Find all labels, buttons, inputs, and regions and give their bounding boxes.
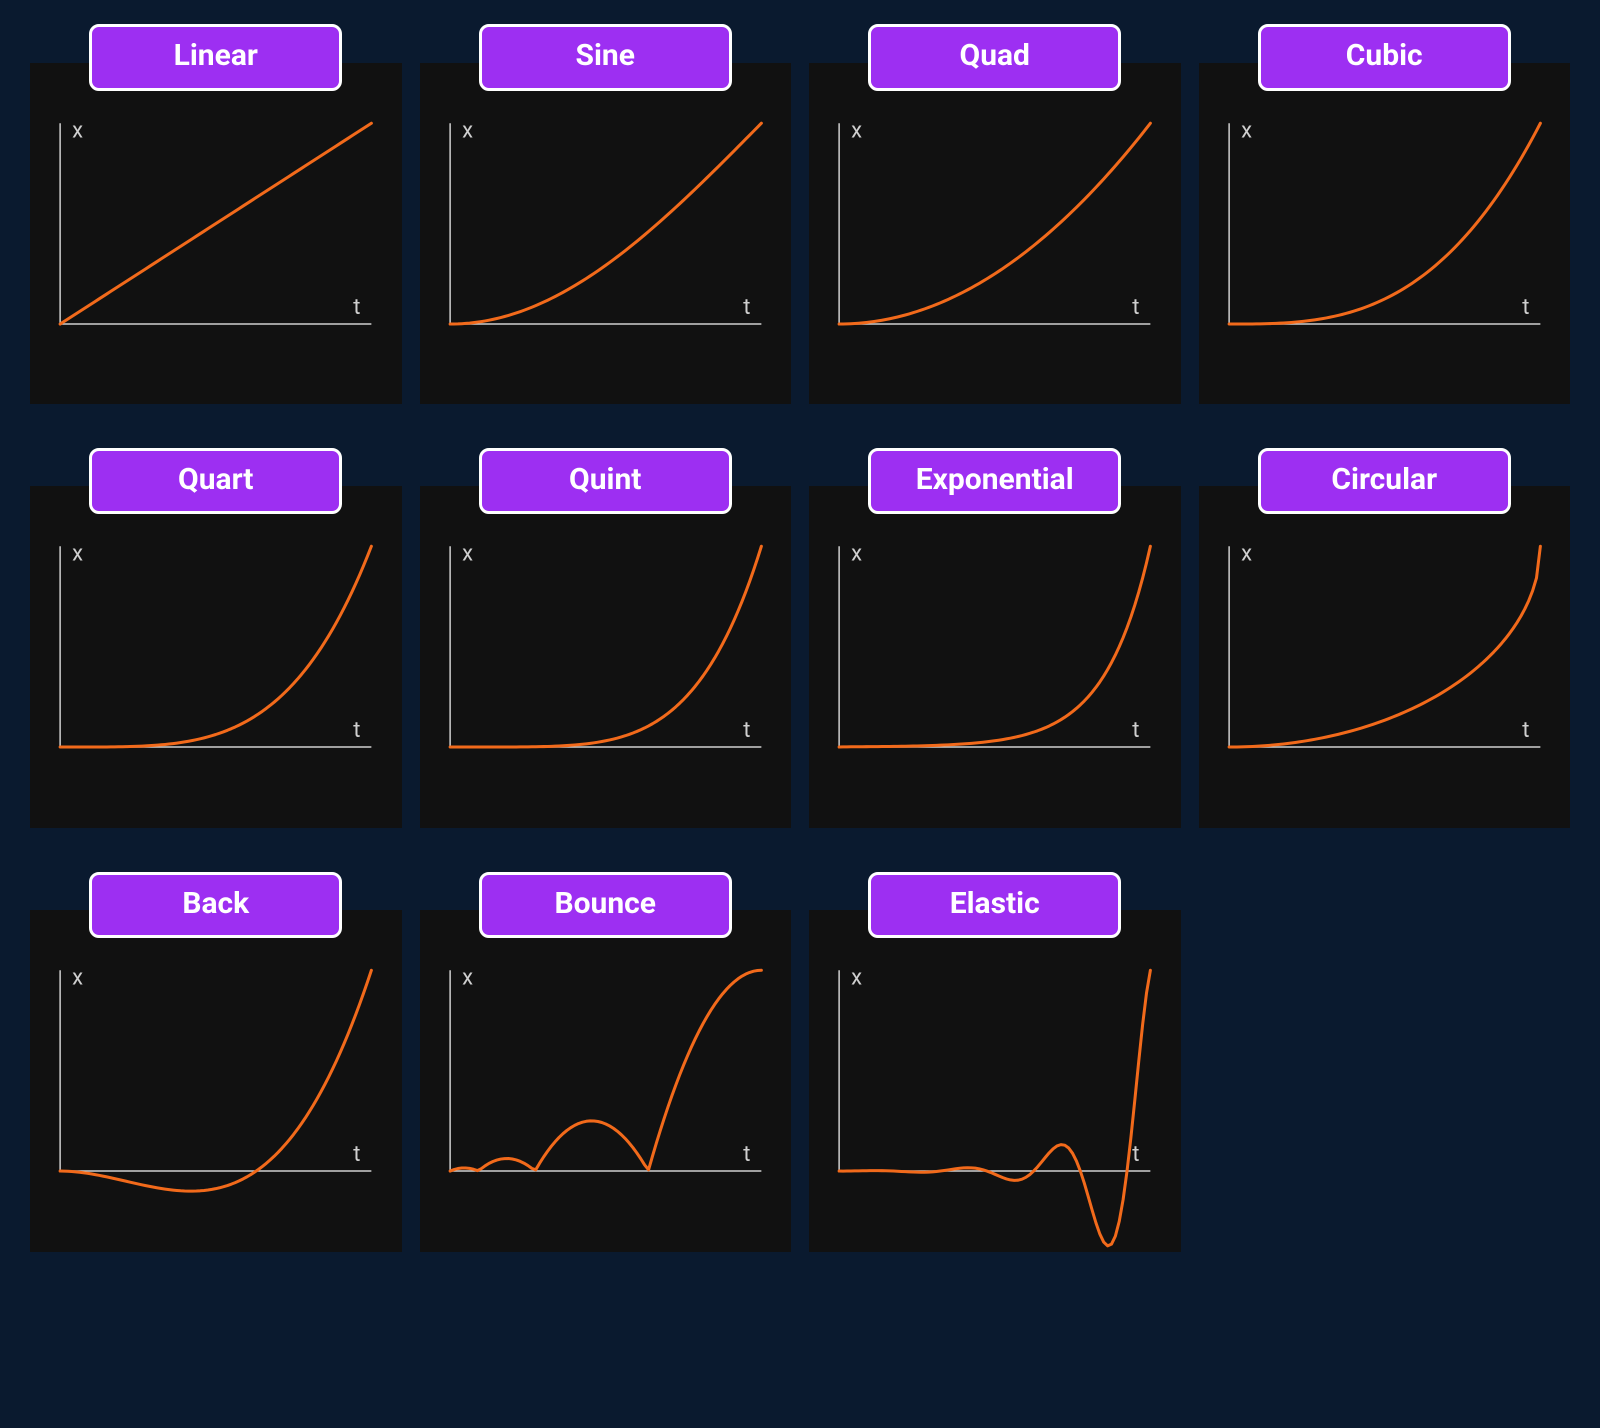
y-axis-label: x xyxy=(462,542,473,567)
easing-card-elastic: Elasticxt xyxy=(809,872,1181,1252)
back-chart: xt xyxy=(30,910,402,1251)
easing-card-circular: Circularxt xyxy=(1199,448,1571,828)
sine-button[interactable]: Sine xyxy=(479,24,732,91)
elastic-curve xyxy=(839,970,1150,1246)
y-axis-label: x xyxy=(462,966,473,991)
easing-card-cubic: Cubicxt xyxy=(1199,24,1571,404)
easing-card-linear: Linearxt xyxy=(30,24,402,404)
cubic-button[interactable]: Cubic xyxy=(1258,24,1511,91)
exponential-chart: xt xyxy=(809,486,1181,827)
back-curve xyxy=(60,970,371,1191)
x-axis-label: t xyxy=(1132,1142,1139,1167)
sine-curve xyxy=(450,123,761,324)
x-axis-label: t xyxy=(1132,718,1139,743)
quint-button[interactable]: Quint xyxy=(479,448,732,515)
linear-curve xyxy=(60,123,371,324)
circular-button[interactable]: Circular xyxy=(1258,448,1511,515)
quart-button[interactable]: Quart xyxy=(89,448,342,515)
y-axis-label: x xyxy=(72,966,83,991)
y-axis-label: x xyxy=(851,542,862,567)
bounce-button[interactable]: Bounce xyxy=(479,872,732,939)
easing-card-exponential: Exponentialxt xyxy=(809,448,1181,828)
y-axis-label: x xyxy=(72,118,83,143)
bounce-chart: xt xyxy=(420,910,792,1251)
cubic-chart: xt xyxy=(1199,63,1571,404)
linear-button[interactable]: Linear xyxy=(89,24,342,91)
easing-card-quart: Quartxt xyxy=(30,448,402,828)
x-axis-label: t xyxy=(353,718,360,743)
easing-card-quint: Quintxt xyxy=(420,448,792,828)
easing-grid: LinearxtSinextQuadxtCubicxtQuartxtQuintx… xyxy=(30,24,1570,1252)
easing-card-bounce: Bouncext xyxy=(420,872,792,1252)
y-axis-label: x xyxy=(72,542,83,567)
y-axis-label: x xyxy=(851,118,862,143)
x-axis-label: t xyxy=(1522,295,1529,320)
quart-curve xyxy=(60,547,371,748)
y-axis-label: x xyxy=(462,118,473,143)
quad-chart: xt xyxy=(809,63,1181,404)
y-axis-label: x xyxy=(1241,118,1252,143)
circular-chart: xt xyxy=(1199,486,1571,827)
exponential-button[interactable]: Exponential xyxy=(868,448,1121,515)
exponential-curve xyxy=(839,547,1150,748)
circular-curve xyxy=(1229,547,1540,748)
back-button[interactable]: Back xyxy=(89,872,342,939)
quad-curve xyxy=(839,123,1150,324)
sine-chart: xt xyxy=(420,63,792,404)
bounce-curve xyxy=(450,970,761,1171)
quint-chart: xt xyxy=(420,486,792,827)
x-axis-label: t xyxy=(743,295,750,320)
linear-chart: xt xyxy=(30,63,402,404)
x-axis-label: t xyxy=(353,1142,360,1167)
x-axis-label: t xyxy=(743,718,750,743)
x-axis-label: t xyxy=(743,1142,750,1167)
y-axis-label: x xyxy=(1241,542,1252,567)
quint-curve xyxy=(450,547,761,748)
x-axis-label: t xyxy=(1522,718,1529,743)
x-axis-label: t xyxy=(1132,295,1139,320)
easing-card-quad: Quadxt xyxy=(809,24,1181,404)
easing-gallery: LinearxtSinextQuadxtCubicxtQuartxtQuintx… xyxy=(0,0,1600,1428)
y-axis-label: x xyxy=(851,966,862,991)
quad-button[interactable]: Quad xyxy=(868,24,1121,91)
elastic-button[interactable]: Elastic xyxy=(868,872,1121,939)
elastic-chart: xt xyxy=(809,910,1181,1251)
cubic-curve xyxy=(1229,123,1540,324)
quart-chart: xt xyxy=(30,486,402,827)
x-axis-label: t xyxy=(353,295,360,320)
easing-card-sine: Sinext xyxy=(420,24,792,404)
easing-card-back: Backxt xyxy=(30,872,402,1252)
